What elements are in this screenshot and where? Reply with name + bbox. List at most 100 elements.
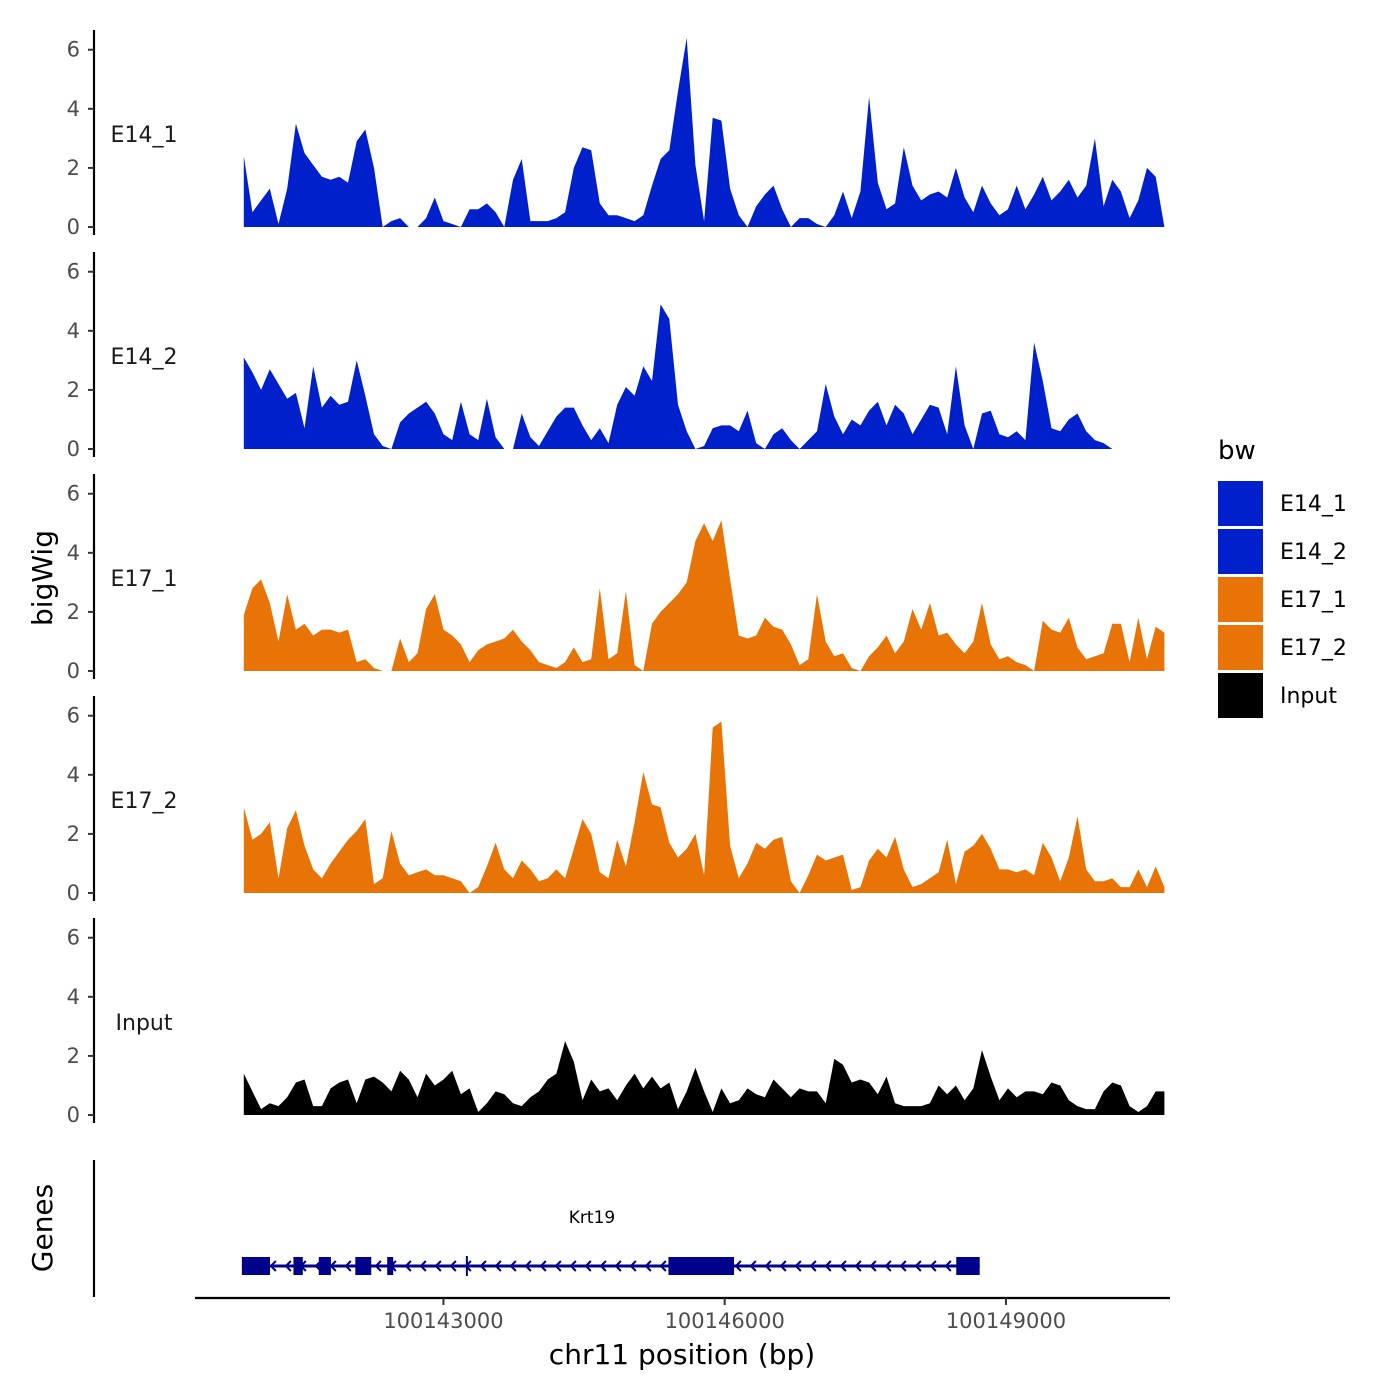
y-tick-label: 2 <box>67 600 80 624</box>
coverage-area-E17_2 <box>243 721 1165 893</box>
y-tick-label: 6 <box>67 38 80 62</box>
coverage-area-E17_1 <box>243 520 1165 671</box>
strand-arrow <box>884 1260 892 1272</box>
strand-arrow <box>269 1260 277 1272</box>
track-label: E14_1 <box>111 123 178 148</box>
strand-arrow <box>374 1260 382 1272</box>
y-tick-label: 0 <box>67 437 80 461</box>
strand-arrow <box>524 1260 532 1272</box>
legend-swatch-E17_2 <box>1218 625 1263 670</box>
legend-label-Input: Input <box>1280 684 1337 709</box>
strand-arrow <box>584 1260 592 1272</box>
exon <box>293 1257 303 1275</box>
strand-arrow <box>659 1260 667 1272</box>
strand-arrow <box>404 1260 412 1272</box>
exon <box>668 1257 735 1275</box>
exon <box>956 1257 980 1275</box>
exon <box>241 1257 270 1275</box>
strand-arrow <box>509 1260 517 1272</box>
y-tick-label: 2 <box>67 378 80 402</box>
track-E14_2: 0 2 4 6 E14_2 <box>67 252 1165 461</box>
track-E14_1: 0 2 4 6 E14_1 <box>67 30 1165 239</box>
x-tick-label: 100149000 <box>946 1309 1066 1333</box>
track-label: Input <box>116 1011 173 1036</box>
legend-label-E14_1: E14_1 <box>1280 492 1347 517</box>
track-label: E17_2 <box>111 789 178 814</box>
strand-arrow <box>899 1260 907 1272</box>
genes-axis-title: Genes <box>26 1184 59 1272</box>
strand-arrow <box>779 1260 787 1272</box>
coverage-area-Input <box>243 1041 1165 1115</box>
strand-arrow <box>794 1260 802 1272</box>
exon <box>318 1257 331 1275</box>
x-tick-label: 100146000 <box>665 1309 785 1333</box>
strand-arrow <box>824 1260 832 1272</box>
y-tick-label: 4 <box>67 319 80 343</box>
coverage-area-E14_1 <box>243 37 1165 228</box>
y-tick-label: 0 <box>67 881 80 905</box>
y-tick-label: 2 <box>67 1044 80 1068</box>
strand-arrow <box>764 1260 772 1272</box>
tracks-group: 0 2 4 6 E14_1 0 2 4 6 E14_2 0 2 4 6 E17_1 0 2 4 6 E17_2 0 2 4 6… <box>67 30 1165 1127</box>
track-E17_2: 0 2 4 6 E17_2 <box>67 696 1165 905</box>
y-tick-label: 6 <box>67 482 80 506</box>
strand-arrow <box>539 1260 547 1272</box>
legend-swatch-E14_1 <box>1218 481 1263 526</box>
y-tick-label: 4 <box>67 763 80 787</box>
legend-swatch-E17_1 <box>1218 577 1263 622</box>
x-axis: 100143000 100146000 100149000 <box>195 1296 1170 1333</box>
legend-label-E14_2: E14_2 <box>1280 540 1347 565</box>
strand-arrow <box>944 1260 952 1272</box>
strand-arrow <box>284 1260 292 1272</box>
y-tick-label: 4 <box>67 985 80 1009</box>
strand-arrow <box>749 1260 757 1272</box>
strand-arrow <box>644 1260 652 1272</box>
strand-arrow <box>479 1260 487 1272</box>
strand-arrow <box>449 1260 457 1272</box>
strand-arrow <box>419 1260 427 1272</box>
y-tick-label: 2 <box>67 156 80 180</box>
exon <box>355 1257 372 1275</box>
track-label: E17_1 <box>111 567 178 592</box>
legend: bw E14_1 E14_2 E17_1 E17_2 Input <box>1218 436 1347 718</box>
track-Input: 0 2 4 6 Input <box>67 918 1165 1127</box>
track-E17_1: 0 2 4 6 E17_1 <box>67 474 1165 683</box>
strand-arrow <box>839 1260 847 1272</box>
x-tick-label: 100143000 <box>383 1309 503 1333</box>
y-axis-title: bigWig <box>26 530 59 626</box>
y-tick-label: 0 <box>67 215 80 239</box>
legend-label-E17_1: E17_1 <box>1280 588 1347 613</box>
x-axis-title: chr11 position (bp) <box>549 1338 815 1371</box>
legend-swatch-Input <box>1218 673 1263 718</box>
legend-title: bw <box>1218 436 1256 466</box>
exon <box>387 1257 394 1275</box>
gene-label: Krt19 <box>569 1208 615 1228</box>
strand-arrow <box>734 1260 742 1272</box>
strand-arrow <box>569 1260 577 1272</box>
strand-arrow <box>614 1260 622 1272</box>
gene-panel: Krt19 <box>92 1160 980 1297</box>
y-tick-label: 2 <box>67 822 80 846</box>
y-tick-label: 4 <box>67 97 80 121</box>
strand-arrow <box>554 1260 562 1272</box>
coverage-area-E14_2 <box>243 304 1165 449</box>
strand-arrow <box>854 1260 862 1272</box>
y-tick-label: 6 <box>67 704 80 728</box>
strand-arrow <box>809 1260 817 1272</box>
track-label: E14_2 <box>111 345 178 370</box>
y-tick-label: 6 <box>67 260 80 284</box>
y-tick-label: 6 <box>67 926 80 950</box>
strand-arrow <box>869 1260 877 1272</box>
y-tick-label: 0 <box>67 659 80 683</box>
strand-arrow <box>344 1260 352 1272</box>
legend-swatch-E14_2 <box>1218 529 1263 574</box>
strand-arrow <box>494 1260 502 1272</box>
strand-arrow <box>434 1260 442 1272</box>
y-tick-label: 0 <box>67 1103 80 1127</box>
strand-arrow <box>629 1260 637 1272</box>
strand-arrow <box>914 1260 922 1272</box>
strand-arrow <box>599 1260 607 1272</box>
strand-arrow <box>929 1260 937 1272</box>
